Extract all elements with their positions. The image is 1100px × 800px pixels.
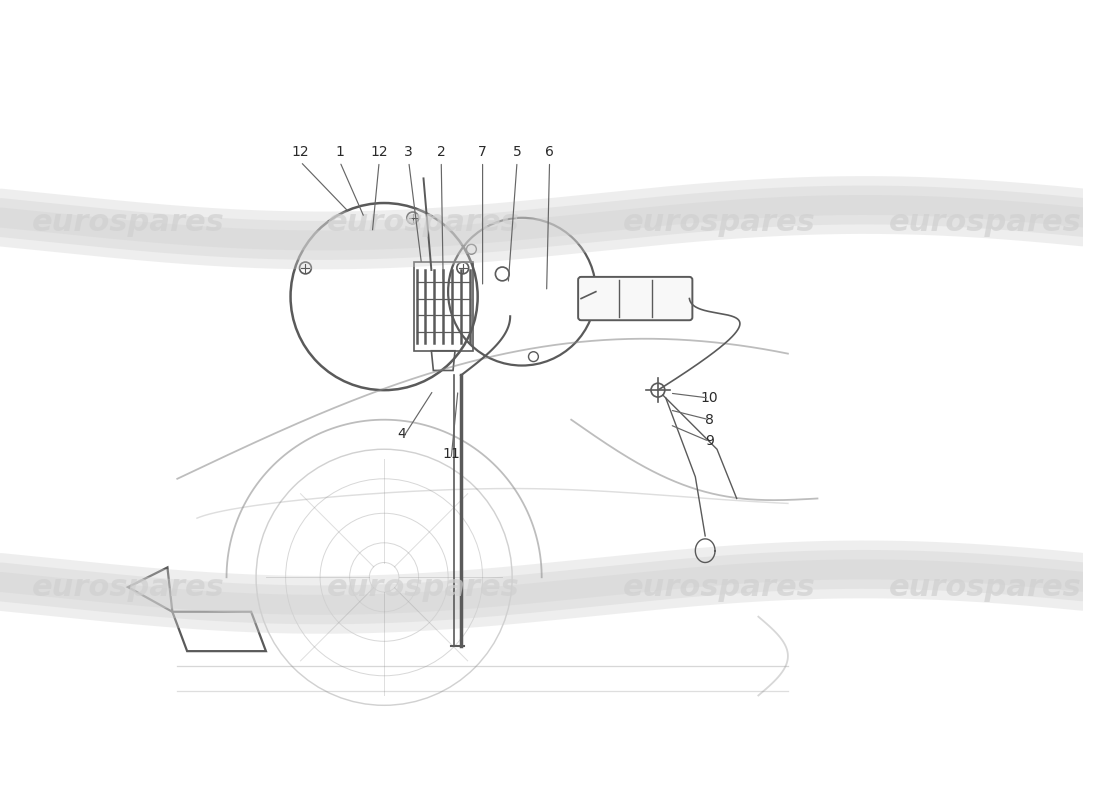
Text: 2: 2 <box>437 145 446 159</box>
Bar <box>414 262 473 350</box>
Text: eurospares: eurospares <box>32 208 224 238</box>
FancyBboxPatch shape <box>579 277 692 320</box>
Text: eurospares: eurospares <box>32 573 224 602</box>
Text: 5: 5 <box>513 145 521 159</box>
Text: 12: 12 <box>292 145 309 159</box>
Text: 12: 12 <box>371 145 388 159</box>
Text: eurospares: eurospares <box>889 208 1081 238</box>
Text: eurospares: eurospares <box>327 208 520 238</box>
Circle shape <box>495 267 509 281</box>
Text: 9: 9 <box>705 434 714 448</box>
Polygon shape <box>173 612 266 651</box>
Circle shape <box>407 212 419 224</box>
Circle shape <box>528 352 538 362</box>
Text: eurospares: eurospares <box>327 573 520 602</box>
Text: 8: 8 <box>705 413 714 426</box>
Text: eurospares: eurospares <box>889 573 1081 602</box>
Text: 3: 3 <box>405 145 414 159</box>
Text: eurospares: eurospares <box>623 573 815 602</box>
Circle shape <box>299 262 311 274</box>
Circle shape <box>466 244 476 254</box>
Text: 4: 4 <box>397 427 406 442</box>
Polygon shape <box>128 567 173 612</box>
Text: 1: 1 <box>336 145 344 159</box>
Text: 11: 11 <box>442 447 460 461</box>
Circle shape <box>456 262 469 274</box>
Text: 10: 10 <box>701 391 718 405</box>
Text: 6: 6 <box>546 145 554 159</box>
Text: 7: 7 <box>478 145 487 159</box>
Text: eurospares: eurospares <box>623 208 815 238</box>
